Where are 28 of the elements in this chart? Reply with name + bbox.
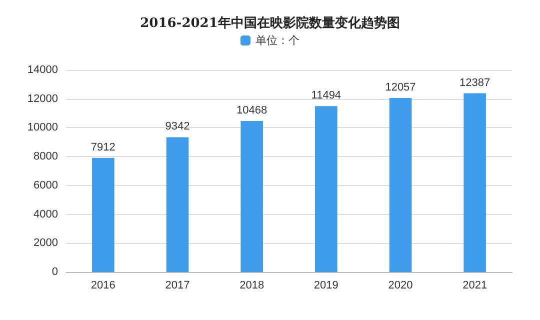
y-tick-label: 12000 <box>27 92 58 105</box>
bar <box>315 106 338 272</box>
bar <box>166 137 189 272</box>
x-tick-label: 2019 <box>314 280 338 292</box>
bar <box>92 158 114 272</box>
legend-label: 单位：个 <box>256 34 300 47</box>
bar <box>240 120 263 272</box>
bar <box>464 93 486 272</box>
bar <box>389 98 412 272</box>
x-tick-label: 2017 <box>165 280 190 292</box>
chart-title: 2016-2021年中国在映影院数量变化趋势图 <box>140 15 400 31</box>
x-tick-label: 2021 <box>462 280 488 292</box>
y-tick-label: 10000 <box>27 122 58 134</box>
data-label: 10468 <box>236 104 268 116</box>
data-label: 12387 <box>460 76 490 89</box>
data-label: 11494 <box>311 90 342 102</box>
data-label: 12057 <box>385 82 416 94</box>
y-tick-label: 4000 <box>34 208 58 220</box>
x-tick-label: 2020 <box>388 280 413 292</box>
y-tick-label: 6000 <box>34 179 58 192</box>
data-label: 7912 <box>90 141 116 154</box>
x-tick-label: 2018 <box>240 280 264 292</box>
data-label: 9342 <box>165 120 190 133</box>
y-tick-label: 14000 <box>27 64 58 76</box>
y-tick-label: 8000 <box>34 150 58 163</box>
y-tick-label: 0 <box>52 266 58 278</box>
x-tick-label: 2016 <box>90 280 116 292</box>
y-tick-label: 2000 <box>34 237 58 250</box>
